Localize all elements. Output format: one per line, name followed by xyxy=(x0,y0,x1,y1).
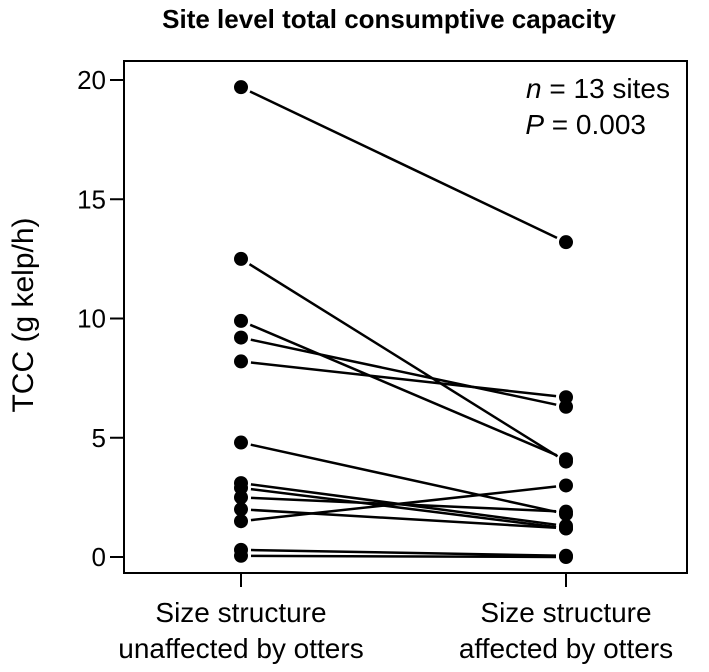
data-point xyxy=(234,251,248,266)
data-point xyxy=(559,504,573,519)
data-point xyxy=(234,514,248,529)
data-point xyxy=(559,390,573,405)
series-line xyxy=(250,338,557,406)
series-line xyxy=(250,554,557,559)
series-line xyxy=(250,361,557,398)
plot-area xyxy=(123,60,688,574)
annotation-n: n = 13 sites xyxy=(526,73,670,104)
data-point xyxy=(559,452,573,467)
data-point xyxy=(559,478,573,493)
data-point xyxy=(559,521,573,536)
series-line xyxy=(249,323,558,457)
y-tick-label: 0 xyxy=(92,542,106,572)
annotation-p: P = 0.003 xyxy=(525,109,646,140)
x-category-label: Size structure affected by otters xyxy=(459,597,673,664)
data-point xyxy=(559,550,573,564)
chart-title: Site level total consumptive capacity xyxy=(162,4,616,34)
data-point xyxy=(234,354,248,369)
annotation-p-var: P xyxy=(525,109,544,140)
series-line xyxy=(250,508,557,530)
annotation-n-value: = 13 sites xyxy=(542,73,670,104)
data-point xyxy=(234,490,248,505)
y-tick-label: 10 xyxy=(77,304,106,334)
series-line xyxy=(248,263,559,458)
y-axis-label: TCC (g kelp/h) xyxy=(7,217,40,412)
series-line xyxy=(249,90,558,240)
y-tick-label: 5 xyxy=(92,423,106,453)
x-category-label: Size structure unaffected by otters xyxy=(118,597,363,664)
data-point xyxy=(234,435,248,450)
data-point xyxy=(234,313,248,328)
annotation-p-value: = 0.003 xyxy=(544,109,646,140)
annotation-n-var: n xyxy=(526,73,542,104)
series-line xyxy=(250,548,557,557)
series-line xyxy=(250,443,557,514)
series-line xyxy=(250,485,557,522)
data-point xyxy=(234,502,248,517)
y-tick-label: 15 xyxy=(77,184,106,214)
data-point xyxy=(234,548,248,563)
data-point xyxy=(234,330,248,345)
series-line xyxy=(250,487,557,529)
data-point xyxy=(234,80,248,95)
data-point xyxy=(559,235,573,250)
y-tick-label: 20 xyxy=(77,65,106,95)
